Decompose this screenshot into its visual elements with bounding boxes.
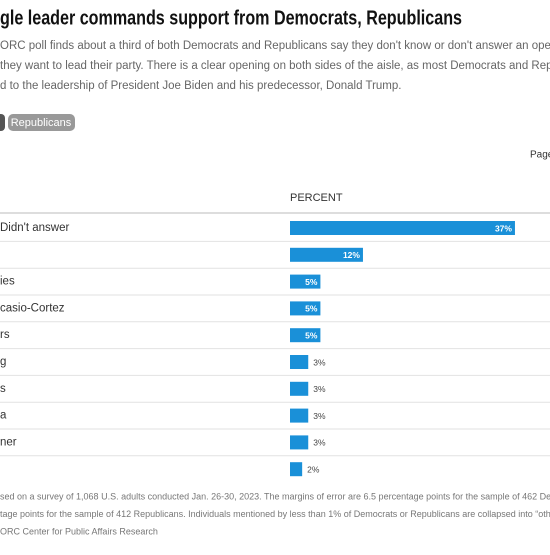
- row-label: g: [0, 356, 6, 368]
- subtitle: d to the leadership of President Joe Bid…: [0, 80, 401, 92]
- value-label: 3%: [313, 357, 326, 367]
- button-label[interactable]: Republicans: [11, 117, 72, 129]
- bar: [290, 435, 309, 450]
- subtitle: ORC poll finds about a third of both Dem…: [0, 40, 550, 52]
- value-label: 3%: [313, 384, 326, 394]
- row-label: casio-Cortez: [0, 302, 65, 314]
- subtitle: they want to lead their party. There is …: [0, 60, 550, 72]
- bar: [290, 274, 321, 289]
- row-label: rs: [0, 329, 10, 341]
- value-label: 2%: [307, 464, 320, 474]
- value-label: 3%: [313, 438, 326, 448]
- value-label: 12%: [343, 250, 360, 260]
- value-label: 5%: [305, 304, 318, 314]
- row-label: Didn't answer: [0, 222, 69, 234]
- bar: [290, 381, 309, 396]
- value-label: 5%: [305, 277, 318, 287]
- bar: [290, 301, 321, 316]
- column-header: PERCENT: [290, 192, 343, 204]
- row-label: s: [0, 383, 6, 395]
- value-label: 37%: [495, 223, 512, 233]
- tab-button[interactable]: [8, 114, 75, 131]
- footnote: sed on a survey of 1,068 U.S. adults con…: [0, 491, 550, 501]
- chart-title: gle leader commands support from Democra…: [0, 7, 462, 29]
- bar: [290, 462, 303, 477]
- row-label: ies: [0, 276, 15, 288]
- bar: [290, 355, 309, 369]
- value-label: 5%: [305, 330, 318, 340]
- footnote: tage points for the sample of 412 Republ…: [0, 509, 550, 519]
- bar: [290, 247, 363, 262]
- bar: [290, 221, 515, 235]
- tab-button[interactable]: [0, 114, 5, 131]
- bar: [290, 328, 321, 343]
- row-label: a: [0, 410, 7, 422]
- bar: [290, 408, 309, 423]
- value-label: 3%: [313, 411, 326, 421]
- pager[interactable]: Page: [530, 150, 550, 161]
- footnote: ORC Center for Public Affairs Research: [0, 526, 158, 536]
- row-label: ner: [0, 436, 17, 448]
